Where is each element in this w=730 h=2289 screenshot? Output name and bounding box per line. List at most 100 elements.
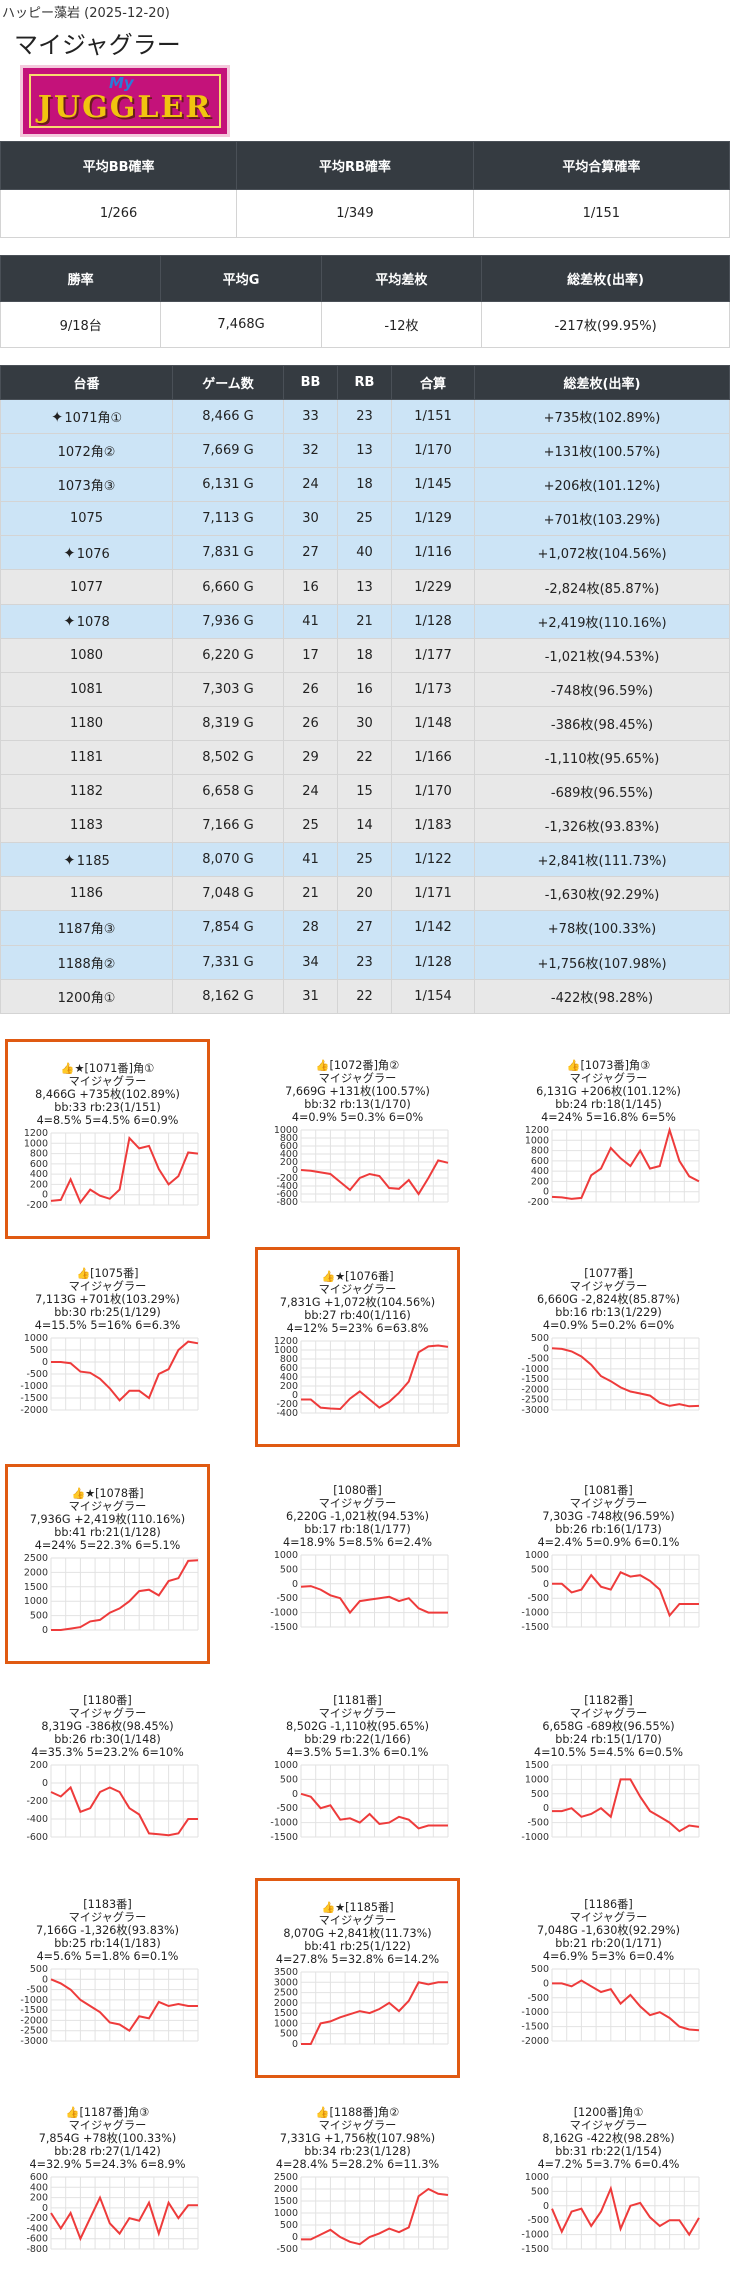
table-row[interactable]: 1072角② 7,669 G 32 13 1/170 +131枚(100.57%) [0, 433, 730, 469]
y-tick-label: -500 [276, 1593, 298, 1604]
series-line [300, 2187, 448, 2246]
slump-chart: 1000 500 0 -500 -1000 -1500 [521, 2173, 700, 2255]
graph-card[interactable]: 👍★[1071番]角① マイジャグラー 8,466G +735枚(102.89%) b… [5, 1039, 210, 1239]
graph-card[interactable]: 👍[1072番]角② マイジャグラー 7,669G +131枚(100.57%) bb… [255, 1039, 460, 1239]
table-row[interactable]: 1073角③ 6,131 G 24 18 1/145 +206枚(101.12%) [0, 467, 730, 503]
y-tick-label: -200 [276, 1173, 298, 1184]
y-tick-label: -500 [527, 1993, 549, 2004]
y-tick-label: -500 [276, 2244, 298, 2255]
y-tick-label: -400 [276, 1408, 298, 1419]
y-tick-label: -1500 [521, 1622, 549, 1633]
table-row[interactable]: 1181 8,502 G 29 22 1/166 -1,110枚(95.65%) [0, 739, 730, 776]
y-tick-label: -600 [276, 1189, 298, 1200]
sparkle-icon: ✦ [63, 612, 76, 631]
table-row[interactable]: ✦1076 7,831 G 27 40 1/116 +1,072枚(104.56%) [0, 535, 730, 571]
graph-card[interactable]: 👍[1075番] マイジャグラー 7,113G +701枚(103.29%) bb:3… [5, 1247, 210, 1447]
y-tick-label: 0 [291, 1390, 297, 1401]
graph-card[interactable]: [1180番] マイジャグラー 8,319G -386枚(98.45%) bb:26 … [5, 1674, 210, 1874]
table-row[interactable]: ✦1185 8,070 G 41 25 1/122 +2,841枚(111.73%) [0, 842, 730, 878]
y-tick-label: 2500 [273, 2173, 297, 2183]
table-row[interactable]: 1200角① 8,162 G 31 22 1/154 -422枚(98.28%) [0, 978, 730, 1014]
y-tick-label: 1200 [23, 1129, 47, 1139]
y-tick-label: 200 [29, 1761, 47, 1771]
series-line [300, 1585, 448, 1615]
table-row[interactable]: 1188角② 7,331 G 34 23 1/128 +1,756枚(107.98%) [0, 944, 730, 980]
table-row[interactable]: 1187角③ 7,854 G 28 27 1/142 +78枚(100.33%) [0, 910, 730, 946]
thumbs-up-icon: 👍 [566, 1059, 581, 1072]
series-line [300, 1981, 448, 2045]
table-row[interactable]: ✦1078 7,936 G 41 21 1/128 +2,419枚(110.16%) [0, 603, 730, 639]
table-row[interactable]: 1081 7,303 G 26 16 1/173 -748枚(96.59%) [0, 671, 730, 707]
series-line [300, 1344, 448, 1411]
table-row[interactable]: 1182 6,658 G 24 15 1/170 -689枚(96.55%) [0, 774, 730, 810]
y-tick-label: 0 [542, 1343, 548, 1354]
y-tick-label: 800 [279, 1354, 297, 1365]
y-tick-label: 500 [29, 1965, 47, 1975]
card-title: [1073番]角③ [580, 1059, 651, 1072]
y-tick-label: -600 [26, 2234, 48, 2245]
y-tick-label: 200 [279, 1381, 297, 1392]
card-title: ★[1078番] [85, 1487, 144, 1500]
y-tick-label: -1000 [521, 1832, 549, 1843]
table-row[interactable]: 1183 7,166 G 25 14 1/183 -1,326枚(93.83%) [0, 808, 730, 844]
y-tick-label: -400 [26, 1814, 48, 1825]
card-title: ★[1071番]角① [74, 1062, 155, 1075]
y-tick-label: -800 [276, 1197, 298, 1208]
card-title: [1075番] [90, 1267, 139, 1280]
graph-card[interactable]: [1186番] マイジャグラー 7,048G -1,630枚(92.29%) bb:2… [506, 1878, 711, 2078]
graph-card[interactable]: [1081番] マイジャグラー 7,303G -748枚(96.59%) bb:26 … [506, 1464, 711, 1664]
y-tick-label: -500 [26, 1985, 48, 1996]
graph-card[interactable]: 👍★[1185番] マイジャグラー 8,070G +2,841枚(11.73%) bb… [255, 1878, 460, 2078]
y-tick-label: -500 [26, 1369, 48, 1380]
y-tick-label: 1000 [273, 1551, 297, 1561]
table-row[interactable]: 1080 6,220 G 17 18 1/177 -1,021枚(94.53%) [0, 637, 730, 673]
y-tick-label: 500 [279, 2029, 297, 2040]
table-row[interactable]: 1180 8,319 G 26 30 1/148 -386枚(98.45%) [0, 705, 730, 741]
table-row[interactable]: 1077 6,660 G 16 13 1/229 -2,824枚(85.87%) [0, 569, 730, 605]
y-tick-label: -2000 [521, 2036, 549, 2047]
y-tick-label: -200 [26, 2213, 48, 2224]
table-row[interactable]: ✦1071角① 8,466 G 33 23 1/151 +735枚(102.89%) [0, 398, 730, 435]
y-tick-label: -3000 [20, 2036, 48, 2047]
y-tick-label: 600 [29, 2173, 47, 2183]
graph-card[interactable]: [1181番] マイジャグラー 8,502G -1,110枚(95.65%) bb:2… [255, 1674, 460, 1874]
y-tick-label: -400 [276, 1181, 298, 1192]
y-tick-label: 1500 [524, 1761, 548, 1771]
machine-logo: My JUGGLER [20, 65, 230, 137]
graph-card[interactable]: [1200番]角① マイジャグラー 8,162G -422枚(98.28%) bb:3… [506, 2086, 711, 2286]
thumbs-up-icon: 👍 [315, 2106, 330, 2119]
graph-card[interactable]: 👍[1073番]角③ マイジャグラー 6,131G +206枚(101.12%) bb… [506, 1039, 711, 1239]
y-tick-label: 1000 [23, 1138, 47, 1149]
y-tick-label: 400 [29, 2182, 47, 2193]
y-tick-label: -200 [276, 1399, 298, 1410]
y-tick-label: 600 [279, 1141, 297, 1152]
graph-card[interactable]: [1077番] マイジャグラー 6,660G -2,824枚(85.87%) bb:1… [506, 1247, 711, 1447]
y-tick-label: 800 [29, 1149, 47, 1160]
y-tick-label: 0 [291, 2232, 297, 2243]
table-row[interactable]: 1186 7,048 G 21 20 1/171 -1,630枚(92.29%) [0, 876, 730, 912]
slump-chart: 2500 2000 1500 1000 500 0 [23, 1554, 198, 1636]
y-tick-label: 1000 [273, 1345, 297, 1356]
sparkle-icon: ✦ [63, 543, 76, 562]
graph-card[interactable]: 👍[1187番]角③ マイジャグラー 7,854G +78枚(100.33%) bb:… [5, 2086, 210, 2286]
table-row[interactable]: 1075 7,113 G 30 25 1/129 +701枚(103.29%) [0, 501, 730, 537]
graph-card[interactable]: [1183番] マイジャグラー 7,166G -1,326枚(93.83%) bb:2… [5, 1878, 210, 2078]
y-tick-label: -500 [276, 1803, 298, 1814]
y-tick-label: -1500 [20, 2005, 48, 2016]
series-line [50, 1978, 198, 2033]
y-tick-label: 0 [291, 1165, 297, 1176]
graph-card[interactable]: 👍[1188番]角② マイジャグラー 7,331G +1,756枚(107.98%)… [255, 2086, 460, 2286]
y-tick-label: -1500 [521, 2244, 549, 2255]
graph-card[interactable]: 👍★[1076番] マイジャグラー 7,831G +1,072枚(104.56%) b… [255, 1247, 460, 1447]
y-tick-label: 1500 [273, 2008, 297, 2019]
y-tick-label: 500 [530, 1564, 548, 1575]
graph-card[interactable]: [1182番] マイジャグラー 6,658G -689枚(96.55%) bb:24 … [506, 1674, 711, 1874]
graph-card[interactable]: 👍★[1078番] マイジャグラー 7,936G +2,419枚(110.16%) b… [5, 1464, 210, 1664]
y-tick-label: 200 [530, 1176, 548, 1187]
y-tick-label: -500 [527, 1593, 549, 1604]
y-tick-label: -1000 [20, 1995, 48, 2006]
graph-card[interactable]: [1080番] マイジャグラー 6,220G -1,021枚(94.53%) bb:1… [255, 1464, 460, 1664]
sparkle-icon: ✦ [63, 850, 76, 869]
y-tick-label: 1500 [273, 2196, 297, 2207]
